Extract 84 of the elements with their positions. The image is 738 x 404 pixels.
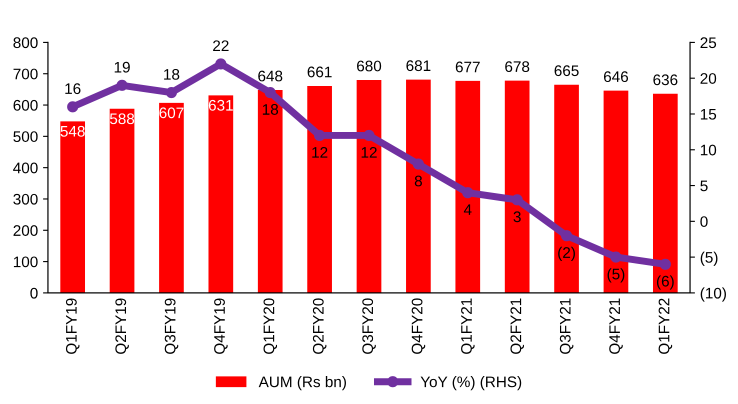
- point: [215, 58, 226, 70]
- y-tick-label: 500: [13, 131, 38, 142]
- x-tick-label: Q3FY20: [362, 298, 376, 354]
- data-label: 677: [456, 62, 480, 72]
- data-label: 661: [308, 66, 332, 78]
- bar: [258, 90, 283, 293]
- point: [67, 101, 78, 112]
- x-tick-label: Q1FY22: [658, 298, 672, 354]
- y2-tick-label: 20: [700, 73, 716, 84]
- y-tick-label: 0: [30, 288, 38, 299]
- data-label: 19: [114, 62, 130, 73]
- bar: [504, 80, 530, 293]
- y-tick-label: 700: [14, 68, 38, 80]
- y-tick-label: 600: [14, 100, 38, 111]
- x-tick-label: Q2FY21: [510, 298, 524, 354]
- data-label: 8: [414, 176, 422, 186]
- data-label: 18: [262, 104, 278, 115]
- x-tick-label: Q4FY20: [412, 298, 426, 354]
- y2-tick-label: 15: [700, 109, 716, 120]
- point: [264, 86, 276, 98]
- bar: [652, 94, 678, 293]
- x-tick-label: Q4FY21: [609, 298, 623, 354]
- y-tick-label: 100: [14, 256, 38, 268]
- y-tick-label: 400: [13, 162, 38, 174]
- legend-label: AUM (Rs bn): [258, 376, 346, 390]
- data-label: 588: [110, 113, 134, 124]
- point: [314, 130, 326, 142]
- x-tick-label: Q1FY21: [461, 298, 475, 354]
- x-tick-label: Q2FY20: [312, 298, 326, 354]
- point: [610, 252, 622, 263]
- y2-tick-label: 0: [700, 216, 708, 228]
- x-tick-label: Q2FY19: [115, 298, 129, 354]
- x-tick-label: Q3FY19: [164, 298, 178, 354]
- bar: [110, 108, 134, 293]
- point: [512, 194, 523, 206]
- bar: [554, 84, 579, 293]
- y-tick-label: 200: [14, 225, 38, 236]
- x-tick-label: Q1FY19: [66, 298, 80, 354]
- data-label: 607: [159, 107, 184, 118]
- data-label: 22: [213, 40, 229, 51]
- data-label: 680: [357, 60, 382, 72]
- bar: [208, 95, 234, 293]
- data-label: 681: [406, 60, 430, 72]
- bar: [356, 80, 382, 293]
- bar: [159, 102, 184, 293]
- y-tick-label: 800: [13, 37, 38, 48]
- data-label: 548: [60, 126, 85, 137]
- bar: [604, 90, 628, 293]
- point: [462, 187, 474, 198]
- data-label: 678: [505, 61, 530, 72]
- bar: [307, 86, 332, 293]
- point: [561, 230, 572, 242]
- data-label: 665: [554, 65, 579, 76]
- y-tick-label: 300: [13, 194, 38, 205]
- bar: [60, 121, 86, 293]
- x-tick-label: Q1FY20: [264, 298, 278, 354]
- x-tick-label: Q4FY19: [214, 298, 228, 354]
- x-tick-label: Q3FY21: [560, 298, 574, 354]
- data-label: 636: [653, 74, 678, 86]
- data-label: 4: [464, 204, 472, 215]
- data-label: 631: [208, 100, 233, 111]
- point: [116, 80, 128, 91]
- data-label: 3: [514, 211, 521, 222]
- data-label: 18: [164, 68, 180, 80]
- point: [363, 130, 375, 142]
- data-label: (5): [608, 268, 624, 282]
- bar: [455, 80, 480, 293]
- y2-tick-label: 10: [700, 144, 716, 156]
- data-label: (6): [656, 275, 674, 290]
- point: [412, 158, 424, 170]
- legend-label: YoY (%) (RHS): [420, 376, 522, 390]
- y2-tick-label: 25: [700, 37, 716, 48]
- y2-tick-label: (10): [700, 287, 726, 302]
- data-label: 646: [604, 71, 628, 82]
- data-label: 12: [312, 146, 328, 158]
- bar: [406, 80, 431, 293]
- point: [166, 86, 177, 98]
- y2-tick-label: 5: [700, 180, 708, 192]
- data-label: 12: [362, 146, 377, 158]
- point: [660, 258, 671, 270]
- data-label: 648: [258, 70, 282, 82]
- data-label: (2): [558, 246, 575, 261]
- data-label: 16: [65, 83, 80, 94]
- y2-tick-label: (5): [700, 252, 718, 266]
